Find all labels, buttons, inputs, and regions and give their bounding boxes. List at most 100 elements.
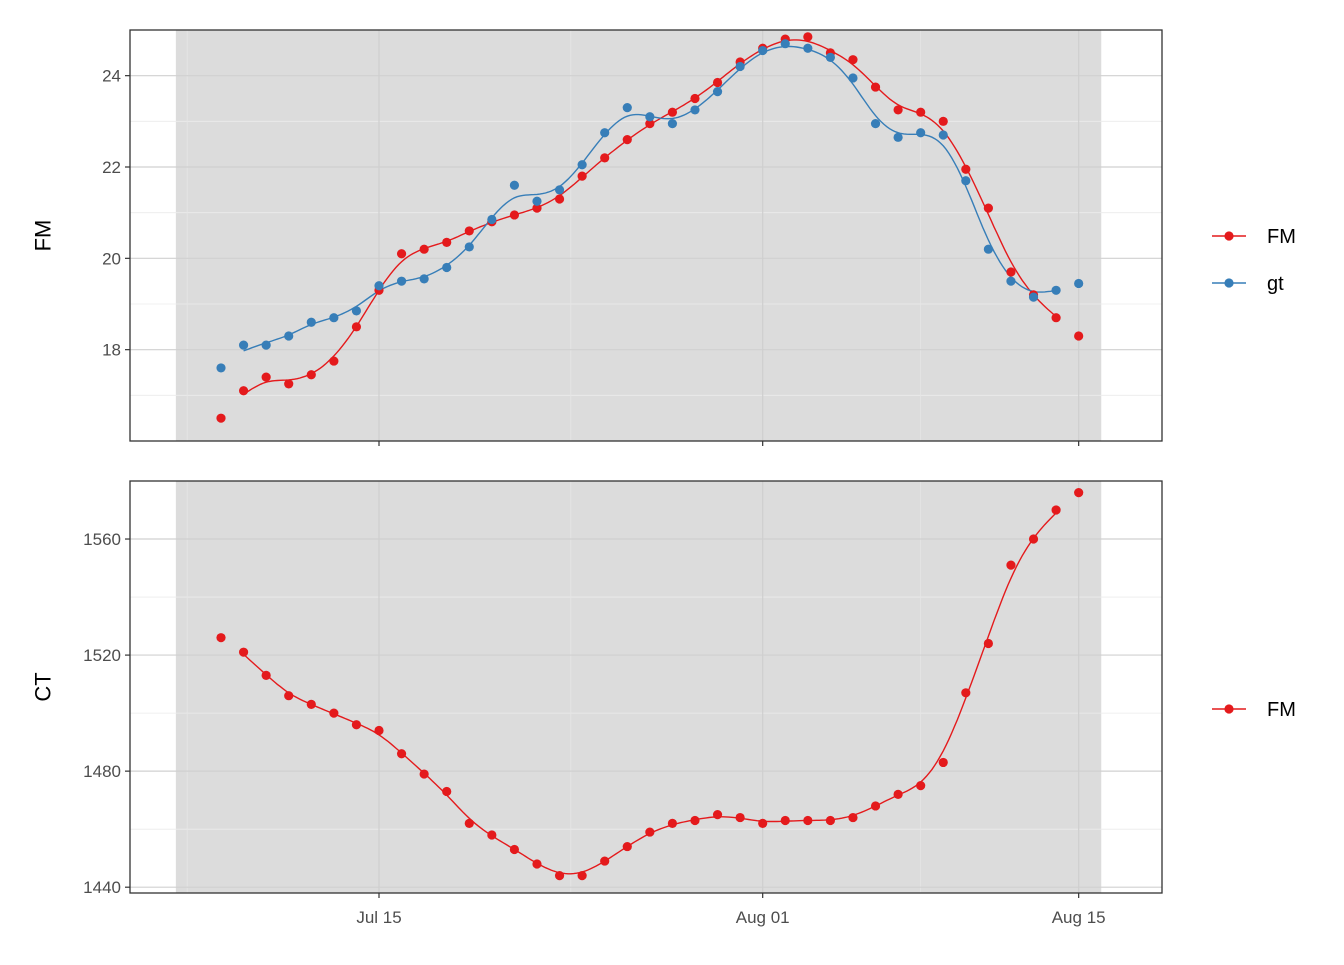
data-point-fm xyxy=(622,135,632,145)
data-point-fm xyxy=(961,688,971,698)
data-point-fm xyxy=(667,818,678,828)
data-point-gt xyxy=(803,43,813,53)
data-point-gt xyxy=(509,180,520,190)
data-point-fm xyxy=(238,386,249,396)
data-point-fm xyxy=(284,379,294,389)
data-point-fm xyxy=(735,812,745,823)
data-point-gt xyxy=(870,119,881,129)
data-point-gt xyxy=(1074,278,1084,289)
data-point-fm xyxy=(577,171,587,181)
panel-border xyxy=(129,480,1163,894)
highlight-band xyxy=(175,30,1102,441)
data-point-fm xyxy=(690,815,700,826)
data-point-gt xyxy=(419,274,429,284)
data-point-fm xyxy=(893,789,903,799)
data-point-gt xyxy=(983,244,993,254)
data-point-gt xyxy=(238,340,249,350)
data-point-gt xyxy=(1051,285,1061,295)
y-tick-label: 1560 xyxy=(83,530,121,549)
legend-key-point xyxy=(1224,231,1234,241)
data-point-fm xyxy=(1074,488,1084,498)
legend-label: FM xyxy=(1267,226,1296,248)
data-point-fm xyxy=(600,856,610,866)
data-point-gt xyxy=(848,73,858,83)
data-point-fm xyxy=(870,82,881,92)
data-point-gt xyxy=(306,317,316,327)
data-point-fm xyxy=(306,370,316,380)
data-point-fm xyxy=(622,841,632,852)
data-point-fm xyxy=(848,812,858,823)
data-point-fm xyxy=(216,633,226,643)
x-tick-label: Aug 01 xyxy=(736,908,790,927)
data-point-fm xyxy=(916,781,926,791)
data-point-gt xyxy=(532,196,542,206)
data-point-fm xyxy=(306,699,316,710)
data-point-fm xyxy=(329,708,339,718)
y-tick-label: 20 xyxy=(102,249,121,268)
data-point-gt xyxy=(825,52,836,63)
x-tick-label: Jul 15 xyxy=(356,908,401,927)
y-tick-label: 1520 xyxy=(83,646,121,665)
data-point-fm xyxy=(712,810,723,820)
data-point-gt xyxy=(758,45,768,56)
data-point-fm xyxy=(600,153,610,163)
data-point-fm xyxy=(284,691,294,701)
data-point-fm xyxy=(419,769,429,779)
data-point-fm xyxy=(554,194,565,204)
y-tick-label: 1480 xyxy=(83,762,121,781)
legend-key-point xyxy=(1224,278,1234,288)
data-point-fm xyxy=(803,32,813,42)
data-point-fm xyxy=(1051,505,1061,515)
data-point-fm xyxy=(464,226,474,236)
data-point-gt xyxy=(622,103,632,113)
data-point-fm xyxy=(509,210,520,220)
legend-label: gt xyxy=(1267,273,1284,295)
data-point-fm xyxy=(554,870,565,881)
data-point-fm xyxy=(351,720,362,730)
data-point-gt xyxy=(690,105,700,115)
data-point-fm xyxy=(803,815,813,826)
legend-key-point xyxy=(1224,704,1234,714)
data-point-gt xyxy=(216,363,226,373)
data-point-fm xyxy=(1074,331,1084,341)
data-point-gt xyxy=(780,39,790,49)
data-point-gt xyxy=(600,128,610,138)
data-point-fm xyxy=(758,818,768,828)
data-point-fm xyxy=(983,203,993,213)
data-point-fm xyxy=(351,322,362,332)
data-point-fm xyxy=(577,870,587,881)
data-point-gt xyxy=(442,262,452,273)
y-tick-label: 1440 xyxy=(83,878,121,897)
data-point-fm xyxy=(442,786,452,797)
panel-fm: 18 20 22 24 FM FM gt xyxy=(31,29,1296,446)
data-point-gt xyxy=(284,331,294,341)
data-point-fm xyxy=(690,93,700,104)
data-point-gt xyxy=(938,130,948,140)
data-point-fm xyxy=(938,757,948,768)
data-point-fm xyxy=(983,638,993,649)
data-point-fm xyxy=(261,372,271,382)
data-point-fm xyxy=(374,725,384,736)
data-point-fm xyxy=(464,818,474,828)
data-point-fm xyxy=(712,77,723,88)
data-point-gt xyxy=(577,160,587,170)
y-tick-label: 22 xyxy=(102,158,121,177)
data-point-fm xyxy=(825,815,836,826)
y-axis-title: FM xyxy=(31,220,56,252)
data-point-fm xyxy=(532,859,542,869)
data-point-fm xyxy=(645,827,655,837)
data-point-fm xyxy=(261,670,271,680)
data-point-fm xyxy=(487,830,497,840)
data-point-gt xyxy=(916,128,926,138)
data-point-gt xyxy=(712,87,723,97)
data-point-fm xyxy=(396,249,407,259)
data-point-fm xyxy=(961,164,971,174)
data-point-fm xyxy=(238,647,249,657)
legend-label: FM xyxy=(1267,699,1296,721)
data-point-fm xyxy=(1028,534,1039,544)
legend: FM xyxy=(1212,699,1296,721)
data-point-fm xyxy=(216,413,226,423)
data-point-fm xyxy=(780,815,790,826)
panel-ct: 1440 1480 1520 1560 CT FM xyxy=(31,480,1296,898)
